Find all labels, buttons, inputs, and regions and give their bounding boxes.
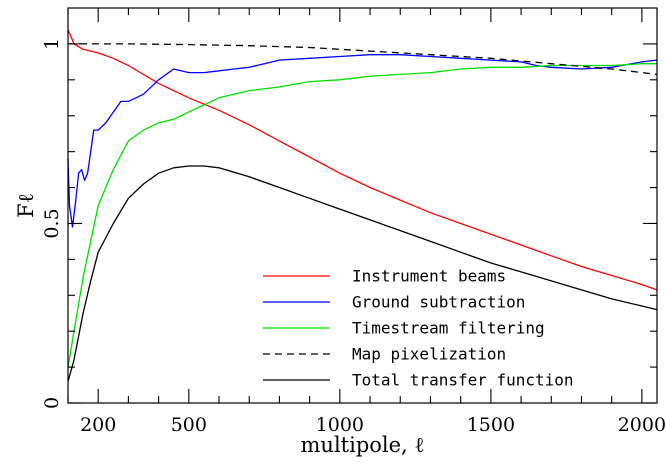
plot-frame xyxy=(67,7,658,404)
x-tick-label: 2000 xyxy=(618,414,666,436)
x-tick-label: 500 xyxy=(171,414,207,436)
legend-label-1: Ground subtraction xyxy=(352,293,525,312)
y-axis-label: Fℓ xyxy=(14,193,38,218)
series-line-3 xyxy=(68,43,658,76)
axis-ticks xyxy=(67,8,657,404)
series-line-4 xyxy=(67,165,658,382)
legend-label-2: Timestream filtering xyxy=(352,319,545,338)
chart-legend: Instrument beams Ground subtraction Timest… xyxy=(263,267,574,390)
x-axis-label: multipole, ℓ xyxy=(301,433,425,457)
x-tick-label: 1500 xyxy=(467,414,515,436)
y-tick-label: 0 xyxy=(41,397,63,409)
series-line-0 xyxy=(67,29,658,291)
legend-label-0: Instrument beams xyxy=(352,267,506,286)
axis-tick-labels: 200 500 1000 1500 2000 0 0.5 1 xyxy=(41,38,666,436)
x-tick-label: 200 xyxy=(80,414,116,436)
legend-label-4: Total transfer function xyxy=(352,371,574,390)
series-layer xyxy=(67,29,658,382)
series-line-2 xyxy=(67,63,657,368)
y-tick-label: 0.5 xyxy=(41,208,63,238)
series-line-1 xyxy=(67,54,658,228)
legend-label-3: Map pixelization xyxy=(352,345,506,364)
x-tick-label: 1000 xyxy=(316,414,364,436)
y-tick-label: 1 xyxy=(41,38,63,50)
